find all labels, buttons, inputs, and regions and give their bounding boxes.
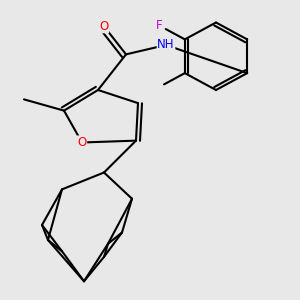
Text: F: F — [156, 19, 163, 32]
Text: NH: NH — [157, 38, 175, 52]
Text: O: O — [77, 136, 87, 149]
Text: O: O — [99, 20, 109, 33]
